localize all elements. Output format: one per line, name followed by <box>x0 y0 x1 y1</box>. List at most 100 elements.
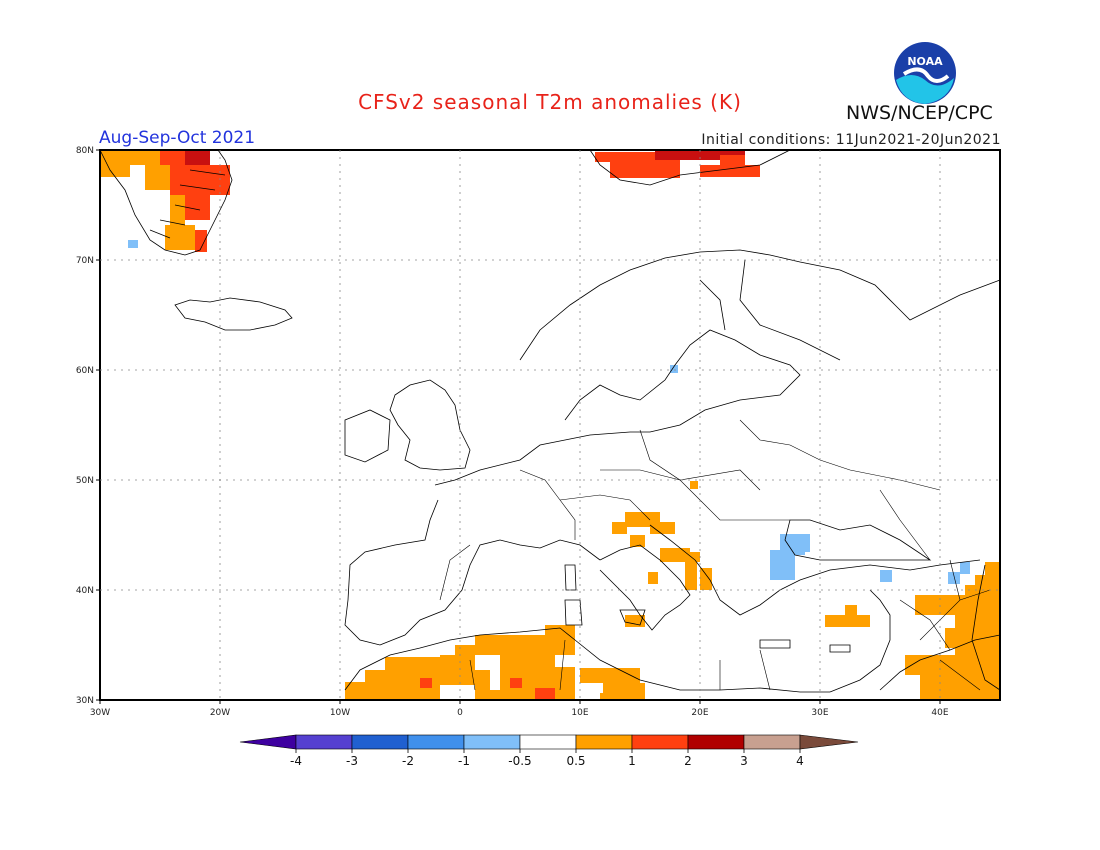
anomaly-gap <box>593 683 603 693</box>
anomaly-cell-dark_red <box>655 150 745 160</box>
italy-coast <box>599 544 691 631</box>
svalbard-coast <box>589 149 791 186</box>
lon-tick-label: 30E <box>811 708 828 718</box>
caspian-coast <box>971 564 1001 691</box>
colorbar-label: 1 <box>628 754 636 768</box>
anomaly-cell-red <box>510 678 522 688</box>
anomaly-cell-light_blue <box>880 570 892 582</box>
anomaly-cell-orange <box>100 150 160 165</box>
anomaly-cell-red <box>185 190 210 220</box>
graticule <box>100 150 1000 700</box>
anomaly-cell-red <box>720 155 745 165</box>
colorbar-label: 3 <box>740 754 748 768</box>
greenland-coast <box>99 149 233 256</box>
balkan-coast <box>649 524 981 616</box>
anomaly-cell-orange <box>440 655 460 685</box>
colorbar-label: -3 <box>346 754 358 768</box>
anomaly-cell-orange <box>660 548 690 562</box>
anomaly-cell-red <box>700 165 760 177</box>
lon-tick-label: 10W <box>330 708 350 718</box>
baltic-coast <box>564 329 801 433</box>
anomaly-cell-dark_red <box>185 150 210 165</box>
lon-tick-label: 10E <box>571 708 588 718</box>
anomaly-cell-red <box>195 230 207 252</box>
anomaly-cell-orange <box>165 225 195 250</box>
colorbar-label: -4 <box>290 754 302 768</box>
lat-tick-label: 30N <box>76 696 94 706</box>
lat-tick-label: 70N <box>76 256 94 266</box>
west-europe-coast <box>434 431 650 486</box>
colorbar-segment <box>743 734 801 750</box>
north-africa-coast <box>344 627 830 693</box>
anomaly-cell-orange <box>600 683 645 700</box>
anomaly-cell-orange <box>385 657 440 682</box>
colorbar: -4 -3 -2 -1 -0.5 0.5 1 2 3 4 <box>239 734 859 768</box>
france-med-coast <box>499 539 601 561</box>
anomaly-cell-orange <box>845 605 857 617</box>
anomaly-cell-orange <box>100 165 130 177</box>
anomaly-cell-orange <box>915 595 1000 615</box>
colorbar-arrow-low <box>239 734 297 750</box>
anomaly-cell-orange <box>685 560 697 590</box>
anomaly-cell-orange <box>612 522 627 534</box>
lat-tick-label: 50N <box>76 476 94 486</box>
lon-tick-label: 40E <box>931 708 948 718</box>
agency-label: NWS/NCEP/CPC <box>846 102 993 124</box>
anomaly-cells <box>100 150 1000 700</box>
lon-tick-label: 20E <box>691 708 708 718</box>
colorbar-segment <box>687 734 745 750</box>
map-frame <box>99 149 1001 701</box>
colorbar-segment <box>295 734 353 750</box>
black-sea-coast <box>784 519 932 561</box>
colorbar-label: 0.5 <box>566 754 585 768</box>
norway-sweden-coast <box>519 249 1001 361</box>
anomaly-cell-orange <box>650 522 675 534</box>
colorbar-arrow-high <box>799 734 859 750</box>
anomaly-gap <box>555 655 575 667</box>
iceland-coast <box>174 297 293 331</box>
anomaly-cell-red <box>420 678 432 688</box>
map-title: CFSv2 seasonal T2m anomalies (K) <box>358 90 742 114</box>
colorbar-segment <box>351 734 409 750</box>
anomaly-cell-orange <box>690 552 700 562</box>
lat-tick-label: 40N <box>76 586 94 596</box>
colorbar-label: -2 <box>402 754 414 768</box>
anomaly-gap <box>490 665 500 690</box>
colorbar-segment <box>575 734 633 750</box>
anomaly-cell-orange <box>345 682 405 700</box>
anomaly-cell-light_blue <box>670 365 678 373</box>
anomaly-cell-orange <box>945 628 965 648</box>
anomaly-cell-orange <box>580 668 640 683</box>
colorbar-label: -0.5 <box>508 754 531 768</box>
anomaly-cell-red <box>595 152 680 162</box>
anomaly-cell-light_blue <box>960 562 970 574</box>
lon-tick-label: 20W <box>210 708 230 718</box>
lat-tick-label: 80N <box>76 146 94 156</box>
anomaly-cell-orange <box>700 568 712 590</box>
colorbar-segment <box>407 734 465 750</box>
colorbar-segment <box>631 734 689 750</box>
anomaly-cell-light_blue <box>948 572 960 584</box>
noaa-logo-text: NOAA <box>907 55 943 68</box>
forecast-period: Aug-Sep-Oct 2021 <box>99 128 256 148</box>
colorbar-segment <box>519 734 577 750</box>
axis-ticks: 30W 20W 10W 0 10E 20E 30E 40E 80N 70N 60N 50N 40N 30N <box>76 146 949 718</box>
anomaly-cell-orange <box>565 660 575 675</box>
colorbar-label: 4 <box>796 754 804 768</box>
anomaly-cell-orange <box>625 615 645 627</box>
anomaly-cell-red <box>610 160 680 178</box>
anomaly-cell-orange <box>905 655 1000 675</box>
colorbar-segment <box>463 734 521 750</box>
greenland-fjords <box>149 169 226 239</box>
colorbar-label: -1 <box>458 754 470 768</box>
anomaly-cell-light_blue <box>128 240 138 248</box>
lon-tick-label: 0 <box>457 708 463 718</box>
iberia-coast <box>344 499 501 646</box>
noaa-logo: NOAA <box>894 42 956 104</box>
red-sea-coast <box>879 634 1001 691</box>
anomaly-cell-orange <box>920 675 1000 700</box>
colorbar-label: 2 <box>684 754 692 768</box>
anomaly-cell-light_blue <box>790 545 805 555</box>
british-isles <box>344 379 471 471</box>
